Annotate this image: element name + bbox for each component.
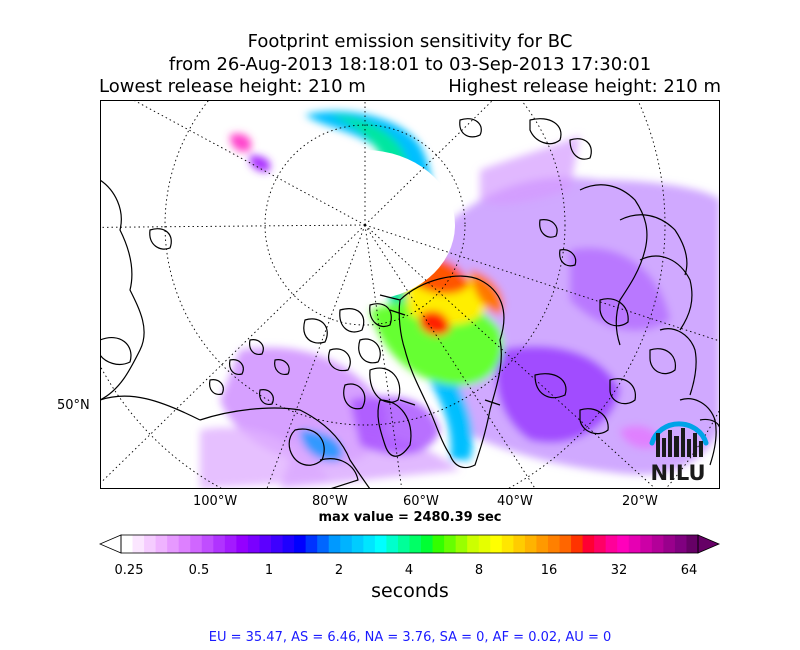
colorbar-cell	[201, 535, 214, 553]
colorbar-cell	[178, 535, 191, 553]
time-period: from 26-Aug-2013 18:18:01 to 03-Sep-2013…	[168, 54, 652, 75]
graticule	[100, 100, 720, 489]
map-panel: NILU	[100, 100, 720, 489]
colorbar-cell	[363, 535, 376, 553]
colorbar-cell	[121, 535, 134, 553]
colorbar-cell	[294, 535, 307, 553]
colorbar-cell	[605, 535, 618, 553]
colorbar-cell	[340, 535, 353, 553]
colorbar-cell	[351, 535, 364, 553]
colorbar-tick-label: 4	[404, 563, 414, 578]
colorbar-cell	[536, 535, 549, 553]
colorbar-cell	[317, 535, 330, 553]
colorbar-cell	[663, 535, 676, 553]
colorbar-cell	[617, 535, 630, 553]
colorbar-cell	[455, 535, 468, 553]
colorbar-cell	[409, 535, 422, 553]
latitude-label: 50°N	[57, 398, 90, 413]
colorbar-cell	[628, 535, 641, 553]
colorbar-cell	[305, 535, 318, 553]
colorbar-cell	[674, 535, 687, 553]
colorbar-high-extend	[697, 534, 721, 554]
colorbar-cell	[259, 535, 272, 553]
coastlines	[100, 118, 720, 489]
colorbar-cell	[559, 535, 572, 553]
region-totals: EU = 35.47, AS = 6.46, NA = 3.76, SA = 0…	[208, 630, 612, 645]
colorbar-cell	[213, 535, 226, 553]
colorbar-cell	[224, 535, 237, 553]
colorbar-tick-label: 1	[264, 563, 274, 578]
colorbar-cell	[236, 535, 249, 553]
longitude-label-60w: 60°W	[403, 494, 439, 509]
colorbar-tick-label: 32	[610, 563, 628, 578]
colorbar-cell	[501, 535, 514, 553]
colorbar-tick-label: 64	[680, 563, 698, 578]
colorbar-cell	[144, 535, 157, 553]
colorbar-cell	[432, 535, 445, 553]
colorbar-cell	[594, 535, 607, 553]
colorbar-cell	[328, 535, 341, 553]
colorbar-cell	[397, 535, 410, 553]
colorbar-low-extend	[99, 534, 122, 554]
colorbar-tick-label: 2	[334, 563, 344, 578]
logo-skyline	[656, 428, 703, 457]
colorbar-cell	[167, 535, 180, 553]
colorbar-cell	[640, 535, 653, 553]
lowest-release-height: Lowest release height: 210 m	[99, 76, 366, 97]
colorbar-unit-label: seconds	[371, 580, 449, 602]
colorbar-cell	[386, 535, 399, 553]
highest-release-height: Highest release height: 210 m	[448, 76, 721, 97]
colorbar-cell	[547, 535, 561, 553]
colorbar-cell	[513, 535, 526, 553]
colorbar-cell	[421, 535, 434, 553]
colorbar-cell	[478, 535, 491, 553]
logo-arc	[649, 421, 709, 446]
nilu-logo: NILU	[649, 421, 709, 485]
colorbar-cell	[271, 535, 284, 553]
longitude-label-40w: 40°W	[497, 494, 533, 509]
colorbar-cell	[582, 535, 595, 553]
colorbar-tick-label: 16	[540, 563, 558, 578]
colorbar-cell	[467, 535, 480, 553]
longitude-label-80w: 80°W	[312, 494, 348, 509]
longitude-label-20w: 20°W	[622, 494, 658, 509]
colorbar-cell	[132, 535, 145, 553]
colorbar-cell	[651, 535, 664, 553]
colorbar-cell	[374, 535, 387, 553]
colorbar-cell	[524, 535, 537, 553]
max-value-label: max value = 2480.39 sec	[318, 510, 502, 525]
logo-text: NILU	[650, 461, 705, 485]
colorbar-tick-label: 0.5	[188, 563, 210, 578]
colorbar-cell	[490, 535, 503, 553]
colorbar-tick-label: 8	[474, 563, 484, 578]
colorbar-cell	[282, 535, 295, 553]
colorbar-cell	[247, 535, 260, 553]
colorbar-cell	[444, 535, 457, 553]
chart-title: Footprint emission sensitivity for BC	[247, 31, 573, 52]
colorbar-tick-label: 0.25	[114, 563, 144, 578]
longitude-label-100w: 100°W	[193, 494, 238, 509]
sensitivity-field	[200, 111, 720, 489]
colorbar-cell	[190, 535, 203, 553]
colorbar	[99, 534, 721, 554]
colorbar-cell	[571, 535, 584, 553]
colorbar-cell	[155, 535, 168, 553]
colorbar-cell	[686, 535, 699, 553]
